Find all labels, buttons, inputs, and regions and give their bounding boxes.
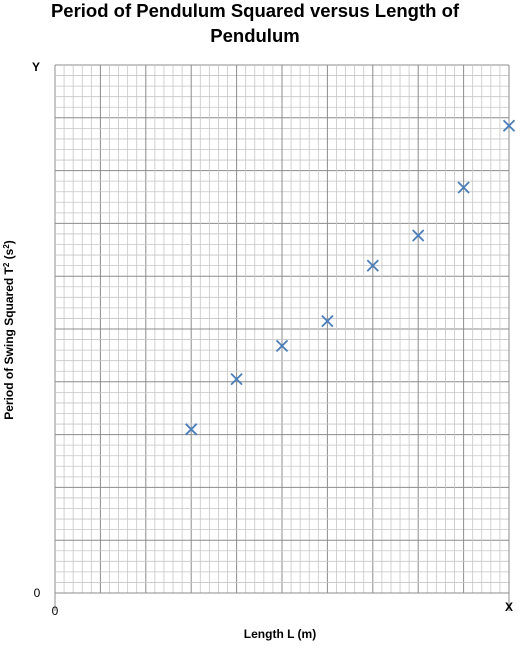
y-axis-title-unit: (s: [2, 248, 16, 262]
data-point-marker: [321, 314, 334, 328]
x-axis-letter: X: [505, 600, 513, 614]
data-points: [185, 119, 516, 436]
data-point-marker: [230, 373, 243, 386]
marker-stroke: [366, 259, 379, 272]
y-axis-title-sup: 2: [2, 262, 11, 267]
marker-stroke: [321, 314, 334, 328]
y-axis-title: Period of Swing Squared T2 (s2): [2, 240, 16, 420]
marker-stroke: [185, 423, 198, 436]
marker-stroke: [230, 373, 243, 386]
y-axis-title-close: ): [2, 240, 16, 244]
data-point-marker: [412, 229, 425, 242]
chart-title-line-2: Pendulum: [210, 25, 299, 46]
x-axis-title: Length L (m): [244, 627, 316, 641]
data-point-marker: [366, 259, 379, 272]
plot-grid: [54, 64, 510, 611]
x-origin-label: 0: [52, 604, 59, 618]
data-point-marker: [185, 423, 198, 436]
marker-stroke: [457, 181, 470, 194]
data-point-marker: [502, 119, 516, 132]
y-axis-title-text: Period of Swing Squared T: [2, 266, 16, 419]
marker-stroke: [502, 119, 516, 132]
data-point-marker: [457, 181, 470, 194]
marker-stroke: [412, 229, 425, 242]
data-point-marker: [275, 339, 289, 353]
chart-title-line-1: Period of Pendulum Squared versus Length…: [51, 0, 460, 21]
y-axis-letter: Y: [32, 60, 40, 74]
y-axis-title-unit-sup: 2: [2, 244, 11, 249]
y-origin-label: 0: [34, 586, 41, 600]
marker-stroke: [275, 339, 289, 353]
